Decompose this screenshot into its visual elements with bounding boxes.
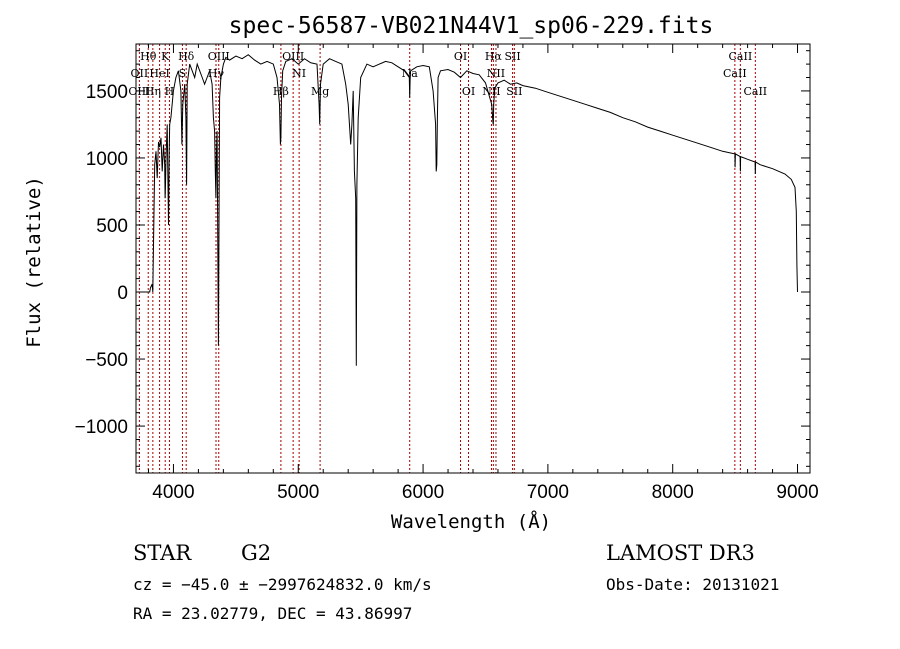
emission-line-label: SII — [504, 50, 520, 63]
emission-line-label: OI — [454, 50, 467, 63]
y-tick-label: 1000 — [86, 149, 128, 170]
emission-line-label: Hη — [145, 85, 161, 98]
y-tick-label: −500 — [85, 350, 128, 371]
sky-coordinates: RA = 23.02779, DEC = 43.86997 — [133, 604, 412, 623]
chart-title: spec-56587-VB021N44V1_sp06-229.fits — [229, 13, 714, 39]
emission-line-label: CaII — [723, 67, 747, 80]
object-class: STAR — [133, 541, 192, 565]
y-tick-label: 0 — [117, 283, 128, 304]
emission-line-label: Hθ — [140, 50, 157, 63]
y-axis-label: Flux (relative) — [23, 176, 45, 348]
emission-line-label: NII — [487, 67, 505, 80]
y-tick-label: −1000 — [75, 417, 128, 438]
y-tick-label: 1500 — [86, 82, 128, 103]
emission-line-label: Hδ — [178, 50, 195, 63]
emission-line-label: Hβ — [273, 85, 289, 98]
emission-line-label: NI — [292, 67, 306, 80]
x-axis-ticks: 4000 5000 6000 7000 8000 9000 — [147, 44, 819, 503]
emission-line-label: OI — [462, 85, 475, 98]
emission-line-label: OIII — [128, 85, 150, 98]
emission-line-label: OIII — [208, 50, 230, 63]
emission-line-label: CaII — [729, 50, 753, 63]
emission-line-label: CaII — [743, 85, 767, 98]
object-subclass: G2 — [241, 541, 271, 565]
x-tick-label: 5000 — [277, 482, 319, 503]
emission-line-label: Hα — [485, 50, 503, 63]
redshift-cz: cz = −45.0 ± −2997624832.0 km/s — [133, 575, 432, 594]
emission-line-label: Hγ — [208, 67, 225, 80]
emission-line-label: S — [179, 67, 187, 80]
emission-line-markers — [138, 44, 756, 473]
emission-line-label: NII — [482, 85, 500, 98]
x-axis-label: Wavelength (Å) — [391, 510, 551, 533]
x-tick-label: 9000 — [776, 482, 818, 503]
emission-line-label: HeI — [149, 67, 169, 80]
plot-frame — [135, 43, 811, 474]
x-tick-label: 6000 — [402, 482, 444, 503]
emission-line-label: SII — [506, 85, 522, 98]
y-tick-label: 500 — [96, 216, 128, 237]
observation-date: Obs-Date: 20131021 — [606, 575, 779, 594]
spectrum-series-line — [142, 54, 798, 366]
emission-line-label: OII — [131, 67, 149, 80]
survey-name: LAMOST DR3 — [606, 541, 755, 565]
x-tick-label: 8000 — [652, 482, 694, 503]
y-axis-ticks: −1000 −500 0 500 1000 1500 — [75, 50, 810, 467]
emission-line-label: K — [161, 50, 170, 63]
emission-line-label: OIII — [282, 50, 304, 63]
x-tick-label: 4000 — [152, 482, 194, 503]
x-tick-label: 7000 — [527, 482, 569, 503]
emission-line-label: H — [165, 85, 175, 98]
emission-line-label: Na — [402, 67, 419, 80]
